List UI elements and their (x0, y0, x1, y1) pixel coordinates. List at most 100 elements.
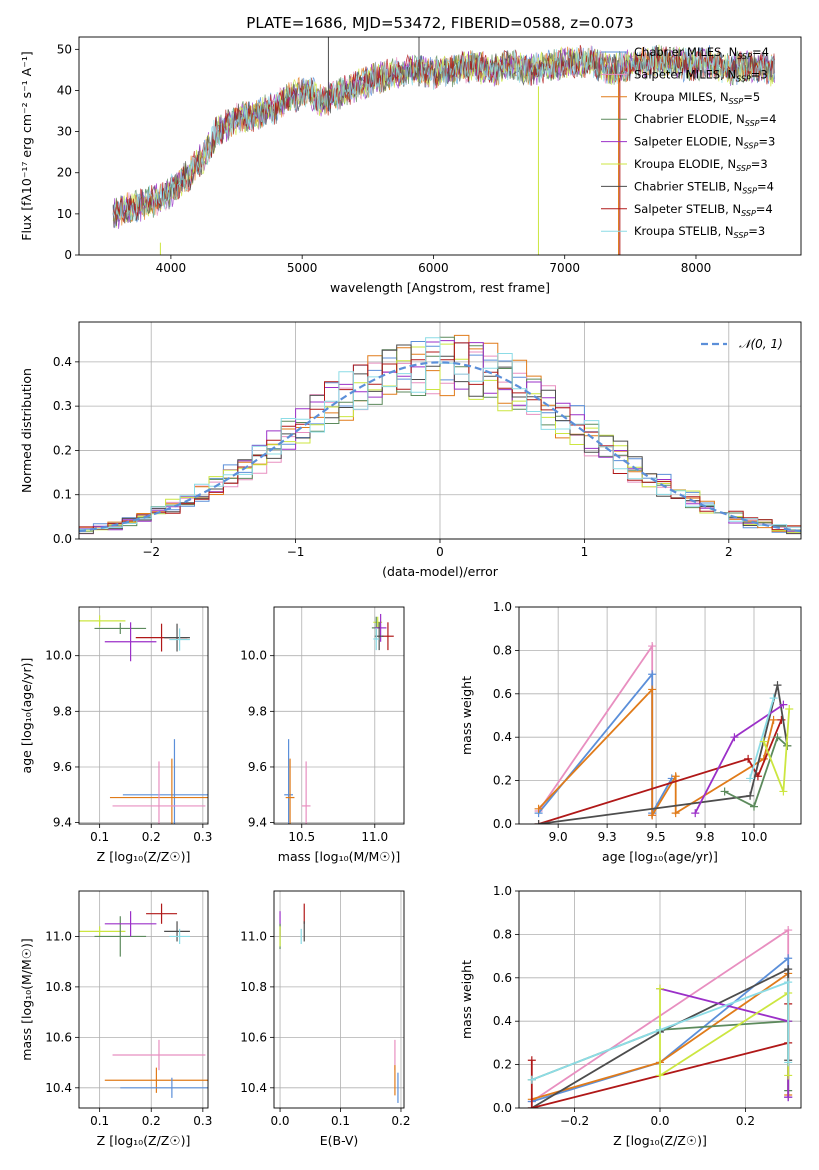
mass_weight_vs_Z-y-tick-label: 0.2 (493, 1058, 512, 1072)
spectrum-y-tick-label: 50 (57, 42, 72, 56)
age_vs_Z-frame (78, 606, 209, 825)
mass_weight_vs_Z-point-marker (656, 1025, 664, 1034)
mass_weight_vs_age-y-tick-label: 0.4 (493, 730, 512, 744)
mass_vs_ebv-x-tick-label: 0.0 (270, 1114, 289, 1128)
mass_vs_Z-x-tick-label: 0.3 (193, 1114, 212, 1128)
age_vs_Z-axes: 0.1 0.2 0.3 9.4 9.6 9.8 10.0 Z [log₁₀(Z/Z☉)] age… (19, 607, 212, 864)
legend-entry: Chabrier ELODIE, NSSP=4 (634, 112, 776, 128)
mass_weight_vs_age-point-marker (785, 704, 794, 713)
mass_weight_vs_age-x-tick-label: 10.0 (741, 830, 768, 844)
residuals-x-tick-label: 1 (581, 545, 589, 559)
mass_weight_vs_Z-point-marker (784, 978, 793, 987)
age_vs_mass-y-tick-label: 9.6 (248, 760, 267, 774)
clip-age_vs_mass-group (284, 613, 394, 824)
mass_weight_vs_Z-point-marker (784, 1071, 793, 1080)
mass_weight_vs_age-point-marker (648, 642, 657, 651)
clip-mass_vs_Z-group (79, 903, 208, 1098)
mass_weight_vs_Z-x-tick-label: 0.0 (650, 1114, 669, 1128)
clip-mass_vs_ebv-group (279, 903, 399, 1103)
mass_vs_ebv-frame (273, 890, 405, 1109)
mass_weight_vs_Z-point-marker (656, 1071, 664, 1080)
age_vs_mass-axes: 10.5 11.0 9.4 9.6 9.8 10.0 mass [log₁₀(M/M☉)] (240, 607, 404, 864)
spectrum-x-tick-label: 5000 (287, 261, 318, 275)
residuals-x-tick-label: 0 (436, 545, 444, 559)
clip-spectrum-group (112, 37, 776, 255)
mass_weight_vs_age-point-marker (671, 809, 680, 818)
spectrum-x-tick-label: 8000 (681, 261, 712, 275)
mass_vs_Z-y-tick-label: 11.0 (45, 929, 72, 943)
mass_weight_vs_age-point-marker (534, 820, 543, 824)
spectrum-legend: Chabrier MILES, NSSP=4 Salpeter MILES, NS… (601, 45, 776, 240)
mass_weight_vs_age-x-tick-label: 9.5 (647, 830, 666, 844)
age_vs_mass-y-tick-label: 9.8 (248, 704, 267, 718)
mass_weight_vs_age-point-marker (534, 804, 543, 813)
clip-resid-group (79, 334, 801, 535)
mass_weight_vs_age-point-marker (769, 694, 778, 703)
legend-entry: Chabrier STELIB, NSSP=4 (634, 179, 774, 195)
mass_weight_vs_Z-y-tick-label: 1.0 (493, 884, 512, 898)
spectrum-x-tick-label: 7000 (549, 261, 580, 275)
residuals-frame (78, 321, 802, 540)
mass_weight_vs_Z-x-tick-label: −0.2 (560, 1114, 589, 1128)
mass_weight_vs_age-y-tick-label: 1.0 (493, 600, 512, 614)
spectrum-y-axis-label: Flux [fλ10⁻¹⁷ erg cm⁻² s⁻¹ A⁻¹] (19, 51, 34, 240)
spectrum-series-line (112, 46, 776, 222)
mass_weight_vs_age-frame (518, 606, 802, 825)
mass_vs_ebv-y-tick-label: 11.0 (240, 929, 267, 943)
spectrum-y-tick-label: 10 (57, 207, 72, 221)
age_vs_Z-y-tick-label: 9.8 (53, 704, 72, 718)
mass_weight_vs_age-point-marker (720, 787, 729, 796)
mass_weight_vs_Z-y-axis-label: mass weight (459, 960, 474, 1039)
clip-mass_weight_vs_Z-group (527, 926, 793, 1108)
age_vs_Z-x-axis-label: Z [log₁₀(Z/Z☉)] (97, 849, 191, 864)
mass_weight_vs_Z-point-marker (527, 1104, 536, 1108)
age_vs_mass-y-tick-label: 10.0 (240, 649, 267, 663)
mass_weight_vs_Z-y-tick-label: 0.6 (493, 971, 512, 985)
figure-title: PLATE=1686, MJD=53472, FIBERID=0588, z=0… (246, 14, 633, 32)
mass_vs_ebv-y-tick-label: 10.6 (240, 1030, 267, 1044)
age_vs_Z-x-tick-label: 0.1 (90, 830, 109, 844)
mass_weight_vs_age-series-line (749, 697, 775, 779)
mass_weight_vs_Z-point-marker (784, 965, 793, 974)
mass_vs_ebv-x-tick-label: 0.2 (391, 1114, 410, 1128)
mass_weight_vs_age-y-tick-label: 0.0 (493, 817, 512, 831)
mass_weight_vs_age-y-tick-label: 0.6 (493, 687, 512, 701)
normal-reference-curve (79, 361, 801, 533)
mass_weight_vs_age-x-axis-label: age [log₁₀(age/yr)] (602, 849, 718, 864)
mass_weight_vs_Z-point-marker (784, 954, 793, 963)
mass_weight_vs_age-point-marker (744, 754, 753, 763)
spectrum-frame (78, 36, 802, 256)
mass_vs_Z-x-axis-label: Z [log₁₀(Z/Z☉)] (97, 1133, 191, 1148)
mass_weight_vs_age-x-tick-label: 9.8 (695, 830, 714, 844)
age_vs_Z-y-tick-label: 10.0 (45, 649, 72, 663)
mass_weight_vs_age-point-marker (769, 715, 778, 724)
mass_vs_ebv-y-tick-label: 10.4 (240, 1081, 267, 1095)
residuals-y-tick-label: 0.4 (53, 355, 72, 369)
legend-entry: Chabrier MILES, NSSP=4 (634, 45, 769, 61)
mass_weight_vs_age-point-marker (777, 715, 786, 724)
age_vs_mass-y-tick-label: 9.4 (248, 816, 267, 830)
age_vs_mass-x-axis-label: mass [log₁₀(M/M☉)] (278, 849, 400, 864)
mass_weight_vs_age-y-tick-label: 0.2 (493, 774, 512, 788)
residuals-legend-label: 𝒩(0, 1) (739, 337, 783, 351)
mass_weight_vs_Z-x-axis-label: Z [log₁₀(Z/Z☉)] (613, 1133, 707, 1148)
legend-entry: Kroupa ELODIE, NSSP=3 (634, 157, 768, 173)
mass_vs_ebv-y-tick-label: 10.8 (240, 980, 267, 994)
mass_vs_Z-y-tick-label: 10.8 (45, 980, 72, 994)
mass_weight_vs_age-y-tick-label: 0.8 (493, 643, 512, 657)
mass_vs_Z-x-tick-label: 0.1 (90, 1114, 109, 1128)
mass_weight_vs_Z-point-marker (527, 1056, 536, 1065)
mass_weight_vs_Z-point-marker (656, 984, 664, 993)
mass_weight_vs_age-point-marker (691, 809, 700, 818)
mass_vs_ebv-x-tick-label: 0.1 (331, 1114, 350, 1128)
mass_weight_vs_age-y-axis-label: mass weight (459, 676, 474, 755)
mass_weight_vs_age-point-marker (773, 681, 782, 690)
mass_weight_vs_age-point-marker (648, 685, 657, 694)
age_vs_Z-y-tick-label: 9.4 (53, 816, 72, 830)
mass_weight_vs_age-point-marker (773, 733, 782, 742)
residuals-y-tick-label: 0.3 (53, 399, 72, 413)
mass_vs_Z-frame (78, 890, 209, 1109)
mass_weight_vs_age-series-line (724, 735, 788, 808)
mass_weight_vs_Z-point-marker (784, 1093, 793, 1102)
